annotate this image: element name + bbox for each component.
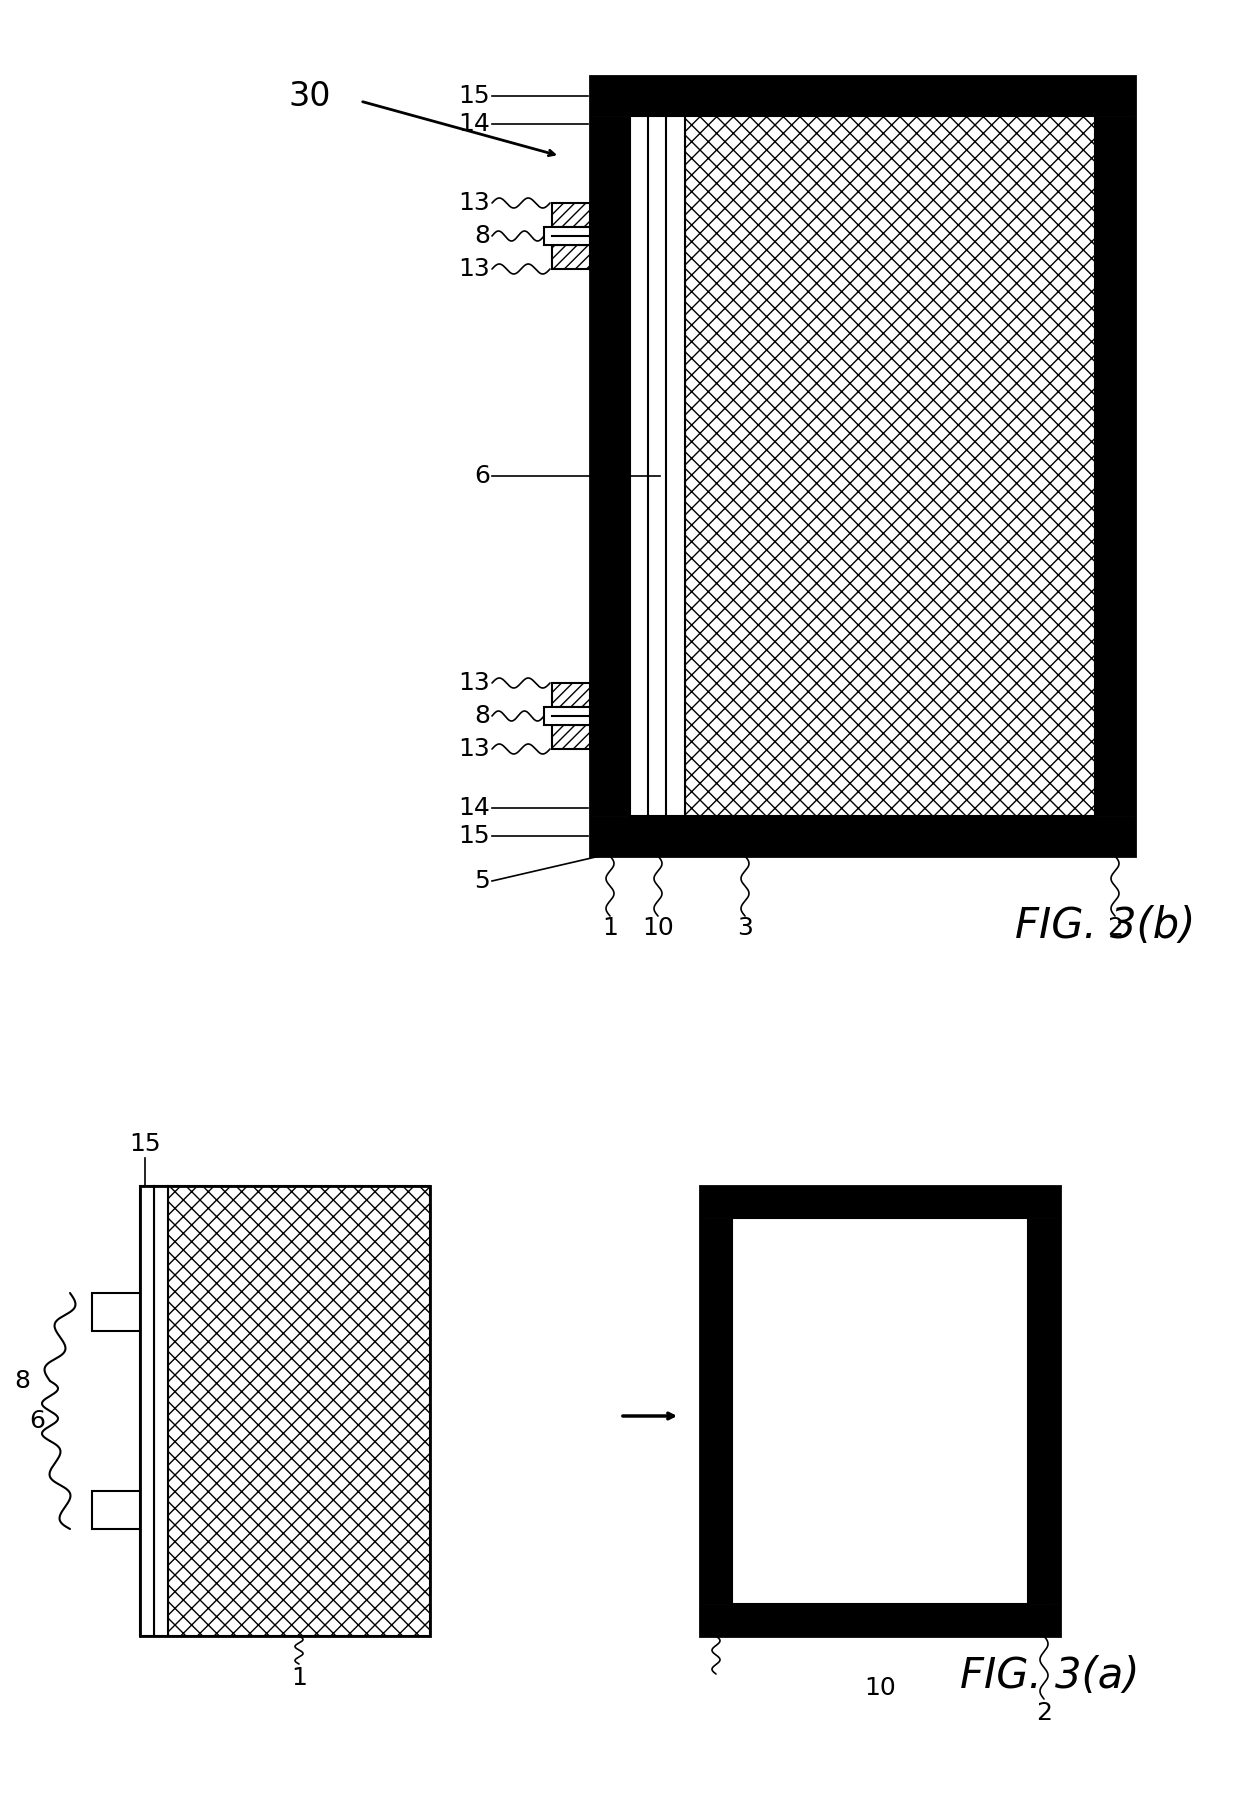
Bar [552,726,590,749]
Text: FIG. 3(a): FIG. 3(a) [960,1654,1140,1697]
Bar [684,117,1095,815]
Bar [154,1185,167,1636]
Bar [590,75,1135,117]
Text: 13: 13 [459,190,490,216]
Bar [630,117,684,815]
Bar [552,244,590,269]
Text: 6: 6 [474,463,490,489]
Text: 15: 15 [459,84,490,108]
Bar [92,1293,140,1331]
Bar [140,1185,154,1636]
Text: 14: 14 [458,796,490,821]
Text: 8: 8 [14,1369,30,1394]
Bar [1095,117,1135,815]
Text: 10: 10 [642,916,673,939]
Bar [92,1491,140,1528]
Bar [701,1185,1060,1636]
Text: FIG. 3(b): FIG. 3(b) [1014,905,1195,946]
Text: 30: 30 [289,79,331,113]
Bar [167,1185,430,1636]
Bar [1028,1218,1060,1604]
Text: 3: 3 [737,916,753,939]
Bar [701,1604,1060,1636]
Text: 14: 14 [458,111,490,136]
Text: 1: 1 [603,916,618,939]
Bar [701,1185,1060,1218]
Text: 13: 13 [459,736,490,762]
Text: 2: 2 [1107,916,1123,939]
Bar [732,1218,1028,1604]
Text: 5: 5 [474,869,490,893]
Bar [552,682,590,708]
Bar [552,203,590,226]
Bar [140,1185,430,1636]
Text: 15: 15 [129,1131,161,1157]
Text: 15: 15 [459,824,490,848]
Bar [544,226,590,244]
Bar [544,708,590,726]
Bar [701,1218,732,1604]
Text: 2: 2 [1035,1701,1052,1724]
Text: 8: 8 [474,224,490,248]
Text: 8: 8 [474,704,490,727]
Bar [590,815,1135,857]
Text: 10: 10 [864,1676,895,1701]
Text: 13: 13 [459,257,490,280]
Text: 6: 6 [29,1410,45,1433]
Bar [590,117,630,815]
Text: 1: 1 [291,1667,308,1690]
Text: 13: 13 [459,672,490,695]
Bar [590,75,1135,857]
